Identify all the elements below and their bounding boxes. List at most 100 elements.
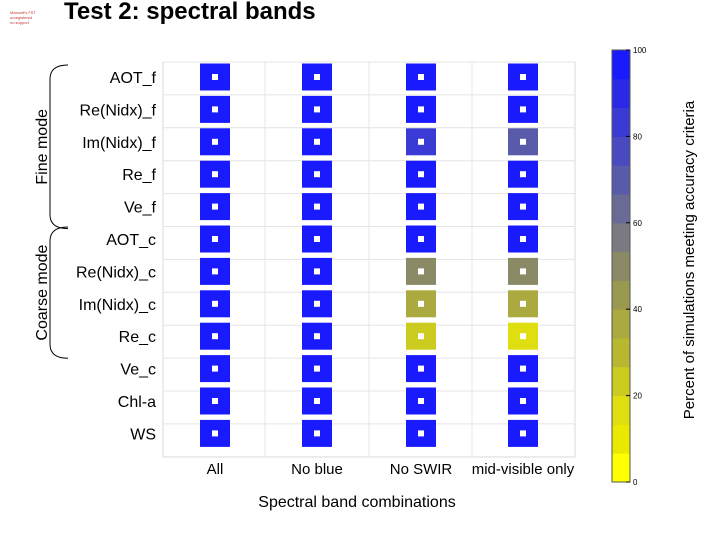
colorbar-segment: [612, 165, 630, 195]
cell-marker: [520, 138, 526, 145]
group-bracket: [49, 226, 69, 359]
cell-marker: [314, 236, 320, 242]
cell-marker: [520, 203, 526, 210]
cell-marker: [314, 106, 320, 113]
row-label: Re_f: [122, 167, 156, 184]
colorbar-segment: [612, 395, 630, 425]
column-label: mid-visible only: [472, 461, 575, 478]
colorbar-segment: [612, 366, 630, 397]
cell-marker: [212, 74, 218, 80]
cell-marker: [520, 236, 526, 242]
colorbar-tick-label: 60: [633, 219, 642, 228]
cell-marker: [418, 171, 424, 178]
cell-marker: [314, 74, 320, 80]
cell-marker: [212, 300, 218, 307]
row-label: AOT_c: [106, 232, 156, 249]
colorbar-segment: [612, 338, 630, 368]
cell-marker: [212, 138, 218, 145]
group-bracket: [49, 64, 69, 230]
colorbar-tick-label: 0: [633, 478, 638, 487]
logo: Maxwell's FST unregistered no support: [10, 10, 50, 38]
column-label: No blue: [291, 461, 343, 478]
colorbar: 0 20 40 60 80 100: [611, 46, 647, 487]
cell-marker: [418, 430, 424, 437]
colorbar-segment: [612, 107, 630, 137]
colorbar-segment: [612, 222, 630, 253]
row-label: Im(Nidx)_c: [79, 297, 156, 314]
logo-line: unregistered: [10, 15, 33, 20]
colorbar-segment: [612, 194, 630, 224]
logo-line: no support: [10, 20, 29, 25]
row-label: AOT_f: [110, 70, 157, 87]
colorbar-tick-label: 80: [633, 132, 642, 141]
row-label: Im(Nidx)_f: [82, 135, 156, 152]
cell-marker: [520, 430, 526, 437]
cell-marker: [520, 333, 526, 340]
colorbar-segment: [612, 309, 630, 339]
cell-marker: [314, 430, 320, 437]
cell-marker: [418, 106, 424, 113]
cell-marker: [418, 236, 424, 242]
colorbar-tick-label: 20: [633, 392, 642, 401]
cell-marker: [418, 138, 424, 145]
cell-marker: [418, 268, 424, 275]
colorbar-segment: [612, 136, 630, 166]
cell-marker: [212, 106, 218, 113]
cell-marker: [212, 365, 218, 372]
colorbar-frame: [611, 49, 631, 483]
column-label: All: [207, 461, 224, 478]
colorbar-tick-label: 40: [633, 305, 642, 314]
cell-marker: [520, 171, 526, 178]
cell-marker: [418, 300, 424, 307]
cell-marker: [418, 398, 424, 404]
row-labels: AOT_f Re(Nidx)_f Im(Nidx)_f Re_f Ve_f AOT_c Re…: [76, 70, 157, 443]
cell-marker: [212, 236, 218, 242]
cell-marker: [314, 333, 320, 340]
colorbar-tick-label: 100: [633, 46, 647, 55]
cell-marker: [314, 365, 320, 372]
colorbar-segment: [612, 78, 630, 109]
cell-marker: [314, 203, 320, 210]
grid: [163, 61, 575, 458]
row-label: WS: [130, 426, 156, 443]
group-label: Coarse mode: [34, 244, 51, 340]
cell-marker: [314, 398, 320, 404]
colorbar-segment: [612, 280, 630, 310]
row-label: Re(Nidx)_c: [76, 264, 156, 281]
cell-marker: [314, 138, 320, 145]
colorbar-segment: [612, 424, 630, 454]
cell-marker: [212, 398, 218, 404]
cell-marker: [418, 74, 424, 80]
colorbar-segment: [612, 50, 630, 80]
cell-marker: [212, 171, 218, 178]
cells: [200, 63, 538, 447]
logo-line: Maxwell's FST: [10, 10, 36, 15]
cell-marker: [520, 74, 526, 80]
column-labels: All No blue No SWIR mid-visible only: [207, 461, 575, 478]
cell-marker: [520, 365, 526, 372]
x-axis-label: Spectral band combinations: [258, 494, 455, 511]
cell-marker: [212, 203, 218, 210]
cell-marker: [418, 203, 424, 210]
cell-marker: [418, 365, 424, 372]
group-brackets: Fine mode Coarse mode: [34, 64, 69, 359]
row-label: Chl-a: [118, 394, 156, 411]
row-label: Ve_c: [120, 362, 156, 379]
row-label: Ve_f: [124, 200, 157, 217]
row-label: Re_c: [119, 329, 156, 346]
colorbar-segment: [612, 251, 630, 281]
colorbar-segment: [612, 453, 630, 483]
page-title: Test 2: spectral bands: [64, 0, 316, 25]
cell-marker: [314, 300, 320, 307]
group-label: Fine mode: [34, 109, 51, 185]
cell-marker: [520, 300, 526, 307]
cell-marker: [520, 268, 526, 275]
row-label: Re(Nidx)_f: [80, 102, 157, 119]
cell-marker: [212, 268, 218, 275]
cell-marker: [314, 171, 320, 178]
cell-marker: [418, 333, 424, 340]
cell-marker: [212, 430, 218, 437]
cell-marker: [314, 268, 320, 275]
column-label: No SWIR: [390, 461, 453, 478]
